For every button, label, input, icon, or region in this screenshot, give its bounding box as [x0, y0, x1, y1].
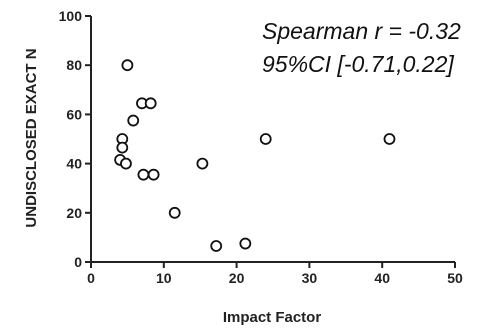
- data-point: [196, 157, 209, 170]
- x-ticks: 0 10 20 30 40 50: [87, 262, 463, 286]
- x-tick-label: 40: [374, 270, 390, 286]
- y-tick-label: 40: [66, 156, 82, 172]
- data-point: [120, 157, 132, 170]
- data-point: [259, 133, 272, 145]
- axes: [90, 16, 455, 263]
- data-point: [137, 168, 150, 181]
- y-tick-label: 60: [66, 106, 82, 122]
- y-tick-label: 80: [66, 57, 82, 73]
- y-tick-label: 20: [66, 205, 82, 221]
- data-points: [114, 59, 396, 252]
- y-axis-title: UNDISCLOSED EXACT N: [23, 48, 40, 227]
- data-point: [210, 240, 223, 252]
- x-tick-label: 20: [229, 270, 245, 286]
- data-point: [168, 206, 181, 219]
- x-tick-label: 30: [302, 270, 318, 286]
- x-tick-label: 0: [87, 270, 95, 286]
- data-point: [127, 114, 140, 127]
- x-tick-label: 10: [156, 270, 172, 286]
- data-point: [121, 59, 134, 72]
- x-axis-title: Impact Factor: [223, 309, 322, 326]
- y-tick-label: 100: [59, 8, 83, 24]
- y-tick-label: 0: [74, 254, 82, 270]
- y-ticks: 0 20 40 60 80 100: [59, 8, 91, 270]
- annotation-spearman: Spearman r = -0.32: [262, 18, 461, 44]
- x-tick-label: 50: [447, 270, 463, 286]
- data-point: [239, 237, 252, 250]
- data-point: [116, 141, 129, 154]
- data-point: [147, 168, 160, 181]
- data-point: [144, 97, 157, 110]
- data-point: [383, 133, 396, 145]
- annotation-ci: 95%CI [-0.71,0.22]: [262, 51, 454, 77]
